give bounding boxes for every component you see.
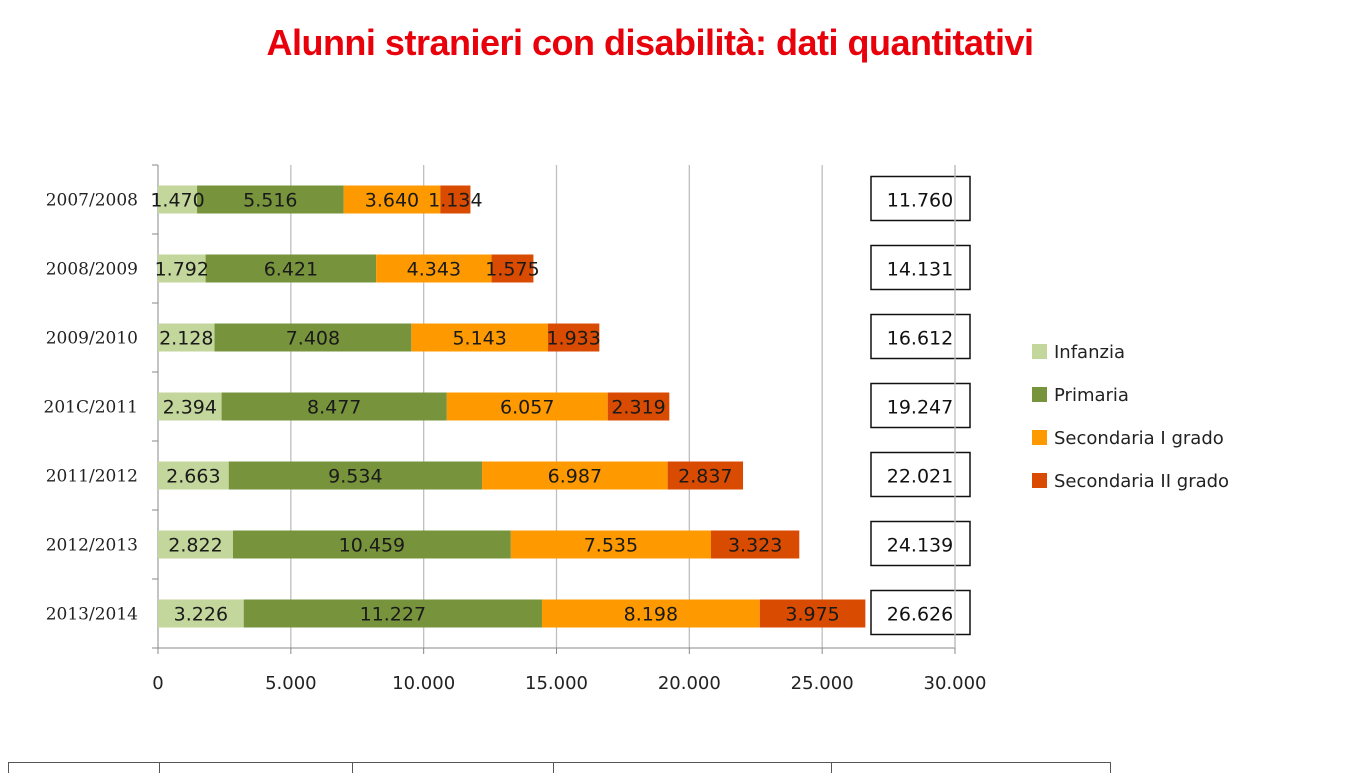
data-label: 1.933 bbox=[546, 328, 600, 350]
total-box bbox=[870, 313, 971, 360]
bar-segment-secondaria-ii-grado bbox=[759, 599, 866, 628]
x-tick-label: 30.000 bbox=[924, 673, 987, 694]
data-label: 2.837 bbox=[678, 466, 732, 488]
data-label: 2.319 bbox=[611, 397, 665, 419]
category-label: 2007/2008 bbox=[46, 191, 138, 211]
bar-segment-secondaria-i-grado bbox=[343, 185, 441, 214]
legend-entry: Secondaria I grado bbox=[1054, 428, 1224, 449]
data-label: 3.323 bbox=[728, 535, 782, 557]
bar-segment-secondaria-i-grado bbox=[510, 530, 712, 559]
bar-segment-primaria bbox=[197, 185, 344, 214]
category-label: 2013/2014 bbox=[46, 605, 138, 625]
data-label: 1.134 bbox=[428, 190, 482, 212]
data-label: 3.975 bbox=[785, 604, 839, 626]
data-label: 10.459 bbox=[339, 535, 405, 557]
total-label: 24.139 bbox=[887, 535, 953, 557]
category-label: 2009/2010 bbox=[46, 329, 138, 349]
bar-segment-secondaria-ii-grado bbox=[711, 530, 800, 559]
bar-segment-primaria bbox=[243, 599, 542, 628]
bar-segment-infanzia bbox=[158, 461, 229, 490]
category-label: 2012/2013 bbox=[46, 536, 138, 556]
data-label: 6.057 bbox=[500, 397, 554, 419]
page-title: Alunni stranieri con disabilità: dati qu… bbox=[266, 22, 1034, 63]
bar-segment-secondaria-ii-grado bbox=[667, 461, 744, 490]
legend-swatch bbox=[1032, 473, 1047, 488]
legend-entry: Infanzia bbox=[1054, 342, 1125, 363]
bar-segment-infanzia bbox=[158, 392, 222, 421]
x-tick-label: 20.000 bbox=[658, 673, 721, 694]
bar-segment-secondaria-ii-grado bbox=[440, 185, 471, 214]
x-tick-label: 0 bbox=[152, 673, 163, 694]
category-label: 2008/2009 bbox=[46, 260, 138, 280]
bar-segment-infanzia bbox=[158, 530, 233, 559]
x-tick-label: 10.000 bbox=[392, 673, 455, 694]
data-label: 11.227 bbox=[360, 604, 426, 626]
bar-segment-secondaria-i-grado bbox=[376, 254, 492, 283]
data-label: 7.408 bbox=[286, 328, 340, 350]
total-box bbox=[870, 382, 971, 429]
total-box bbox=[870, 520, 971, 567]
total-label: 16.612 bbox=[887, 328, 953, 350]
bar-segment-infanzia bbox=[158, 254, 206, 283]
bar-segment-secondaria-i-grado bbox=[482, 461, 668, 490]
bar-segment-primaria bbox=[221, 392, 447, 421]
total-label: 19.247 bbox=[887, 397, 953, 419]
bar-segment-infanzia bbox=[158, 323, 215, 352]
data-label: 3.640 bbox=[365, 190, 419, 212]
legend-entry: Primaria bbox=[1054, 385, 1129, 406]
data-label: 1.575 bbox=[485, 259, 539, 281]
total-label: 11.760 bbox=[887, 190, 953, 212]
data-label: 8.477 bbox=[307, 397, 361, 419]
data-label: 4.343 bbox=[407, 259, 461, 281]
data-label: 2.128 bbox=[159, 328, 213, 350]
x-tick-label: 15.000 bbox=[525, 673, 588, 694]
bar-segment-primaria bbox=[214, 323, 412, 352]
data-label: 8.198 bbox=[624, 604, 678, 626]
data-label: 2.663 bbox=[166, 466, 220, 488]
data-label: 5.143 bbox=[452, 328, 506, 350]
data-label: 2.394 bbox=[163, 397, 217, 419]
data-label: 3.226 bbox=[174, 604, 228, 626]
category-label: 201C/2011 bbox=[44, 398, 138, 418]
data-label: 1.792 bbox=[155, 259, 209, 281]
total-box bbox=[870, 244, 971, 291]
total-box bbox=[870, 175, 971, 222]
bar-segment-secondaria-i-grado bbox=[411, 323, 548, 352]
legend-swatch bbox=[1032, 430, 1047, 445]
bar-segment-primaria bbox=[228, 461, 483, 490]
data-label: 9.534 bbox=[328, 466, 382, 488]
data-label: 5.516 bbox=[243, 190, 297, 212]
bar-segment-primaria bbox=[232, 530, 511, 559]
data-label: 1.470 bbox=[150, 190, 204, 212]
bar-segment-primaria bbox=[205, 254, 377, 283]
data-label: 6.987 bbox=[548, 466, 602, 488]
total-box bbox=[870, 451, 971, 498]
bar-segment-infanzia bbox=[158, 599, 244, 628]
bar-segment-infanzia bbox=[158, 185, 198, 214]
x-tick-label: 25.000 bbox=[791, 673, 854, 694]
legend-swatch bbox=[1032, 387, 1047, 402]
total-label: 14.131 bbox=[887, 259, 953, 281]
legend-swatch bbox=[1032, 344, 1047, 359]
bar-segment-secondaria-ii-grado bbox=[607, 392, 670, 421]
total-label: 22.021 bbox=[887, 466, 953, 488]
category-label: 2011/2012 bbox=[46, 467, 138, 487]
bar-segment-secondaria-i-grado bbox=[446, 392, 608, 421]
data-label: 2.822 bbox=[168, 535, 222, 557]
total-label: 26.626 bbox=[887, 604, 953, 626]
data-label: 6.421 bbox=[264, 259, 318, 281]
data-label: 7.535 bbox=[584, 535, 638, 557]
total-box bbox=[870, 589, 971, 636]
bar-segment-secondaria-ii-grado bbox=[547, 323, 600, 352]
bar-segment-secondaria-ii-grado bbox=[491, 254, 534, 283]
legend-entry: Secondaria II grado bbox=[1054, 471, 1229, 492]
bar-segment-secondaria-i-grado bbox=[541, 599, 760, 628]
x-tick-label: 5.000 bbox=[265, 673, 317, 694]
